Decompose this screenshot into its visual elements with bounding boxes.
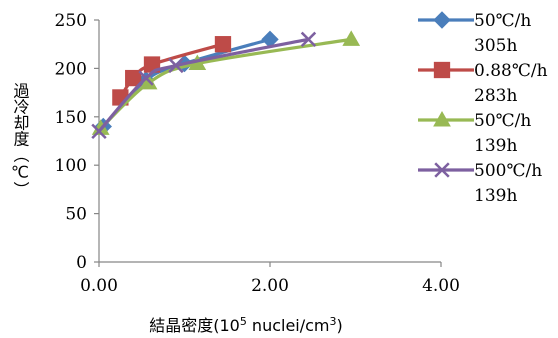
x-axis-title-close: ) xyxy=(337,316,343,335)
y-tick-label: 250 xyxy=(55,11,87,31)
x-tick-label: 4.00 xyxy=(422,276,460,296)
legend-sublabel: 305h xyxy=(474,36,517,56)
y-tick-label: 0 xyxy=(76,253,87,273)
y-tick-label: 100 xyxy=(55,156,87,176)
legend-label: 500℃/h xyxy=(474,161,542,181)
axes xyxy=(98,20,441,263)
x-axis-title-unit: nuclei/cm xyxy=(247,316,330,335)
y-tick-label: 200 xyxy=(55,59,87,79)
series-layer xyxy=(91,30,361,140)
data-point-x xyxy=(300,31,317,48)
y-axis-ticks: 0 50 100 150 200 250 xyxy=(55,11,99,273)
data-point-triangle xyxy=(342,30,361,46)
legend-label: 50℃/h xyxy=(474,111,531,131)
x-axis-title: 結晶密度(105 nuclei/cm3) xyxy=(149,315,343,335)
legend-label: 50℃/h xyxy=(474,11,531,31)
legend-marker-square xyxy=(433,61,451,79)
legend-item-1: 50℃/h 305h xyxy=(418,11,531,56)
data-point-square xyxy=(125,69,142,87)
legend-sublabel: 139h xyxy=(474,136,517,156)
legend: 50℃/h 305h 0.88℃/h 283h 50℃/h 139h 500℃/h 139h xyxy=(418,11,548,206)
series-1 xyxy=(94,30,279,136)
series-4 xyxy=(91,31,317,140)
data-point-x xyxy=(168,57,184,74)
data-point-x xyxy=(138,70,154,86)
legend-item-2: 0.88℃/h 283h xyxy=(418,61,548,106)
legend-sublabel: 139h xyxy=(474,186,517,206)
data-point-x xyxy=(91,123,107,140)
legend-sublabel: 283h xyxy=(474,86,517,106)
data-point-square xyxy=(214,36,232,53)
y-tick-label: 150 xyxy=(55,108,87,128)
x-tick-label: 2.00 xyxy=(251,276,289,296)
legend-marker-diamond xyxy=(433,11,451,29)
y-tick-label: 50 xyxy=(65,205,87,225)
legend-label: 0.88℃/h xyxy=(474,61,548,81)
x-tick-label: 0.00 xyxy=(80,276,118,296)
legend-marker-x xyxy=(434,162,450,178)
series-line xyxy=(97,37,311,133)
x-axis-ticks: 0.00 2.00 4.00 xyxy=(80,262,460,296)
y-axis-title: 過冷却度（℃） xyxy=(10,83,29,198)
legend-item-3: 50℃/h 139h xyxy=(418,110,531,156)
legend-item-4: 500℃/h 139h xyxy=(418,161,542,206)
legend-marker-triangle xyxy=(433,110,451,127)
x-axis-title-exponent: 5 xyxy=(240,315,247,328)
x-axis-title-exponent-2: 3 xyxy=(330,315,337,328)
x-axis-title-main: 結晶密度(10 xyxy=(149,316,240,335)
